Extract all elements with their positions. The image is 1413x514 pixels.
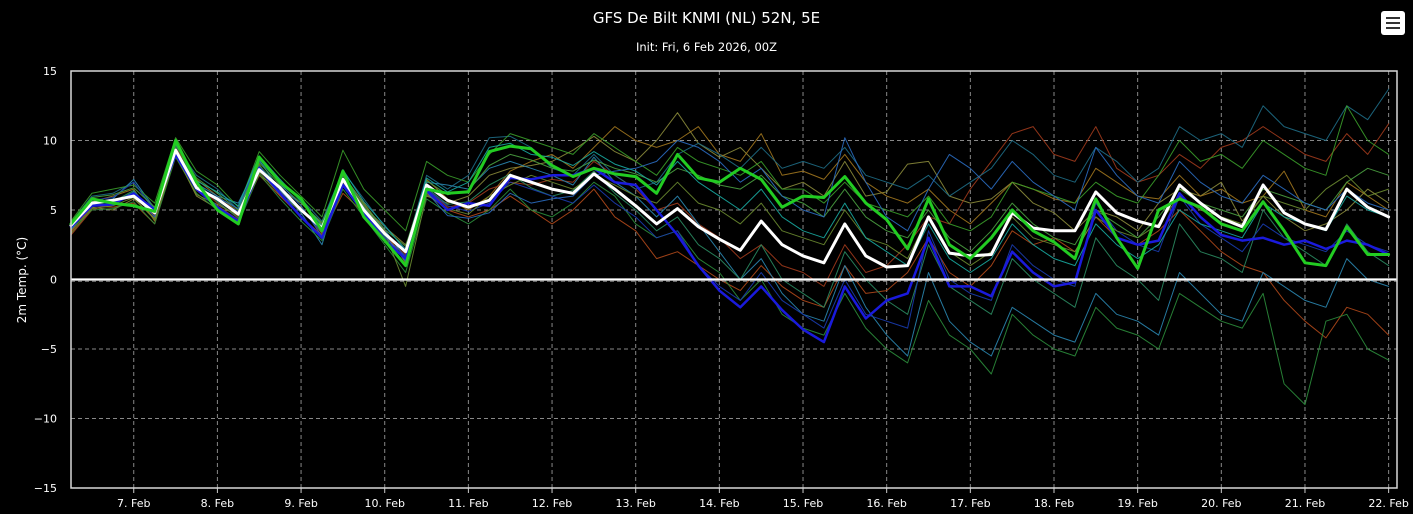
x-tick-label: 14. Feb [699, 497, 739, 510]
y-tick-label: −10 [34, 413, 57, 426]
x-tick-label: 21. Feb [1285, 497, 1325, 510]
chart-title: GFS De Bilt KNMI (NL) 52N, 5E [592, 9, 821, 27]
chart-subtitle: Init: Fri, 6 Feb 2026, 00Z [635, 40, 777, 54]
y-tick-labels: 15 10 5 0 −5 −10 −15 [34, 65, 57, 495]
x-tick-label: 17. Feb [950, 497, 990, 510]
series-layer [69, 88, 1391, 406]
x-tick-label: 8. Feb [201, 497, 234, 510]
x-tick-label: 11. Feb [448, 497, 488, 510]
plot-frame [70, 70, 1398, 489]
x-tick-label: 15. Feb [783, 497, 823, 510]
series-line-1 [69, 139, 1391, 270]
x-tick-labels: 7. Feb 8. Feb 9. Feb 10. Feb 11. Feb 12. Feb 1… [117, 497, 1409, 510]
x-tick-label: 13. Feb [615, 497, 655, 510]
zero-line-layer [71, 278, 1397, 282]
x-tick-label: 22. Feb [1368, 497, 1408, 510]
grid-layer [71, 70, 1397, 493]
y-tick-label: 0 [50, 274, 57, 287]
x-tick-label: 18. Feb [1034, 497, 1074, 510]
x-tick-label: 19. Feb [1117, 497, 1157, 510]
x-tick-label: 12. Feb [532, 497, 572, 510]
series-line-2 [69, 153, 1390, 344]
y-axis-label: 2m Temp. (°C) [15, 237, 29, 324]
series-line-8 [70, 151, 1390, 357]
y-tick-label: −15 [34, 482, 57, 495]
hamburger-menu-icon[interactable] [1381, 11, 1405, 35]
x-tick-label: 7. Feb [117, 497, 150, 510]
series-line-15 [70, 137, 1390, 262]
y-tick-label: 15 [43, 65, 57, 78]
x-tick-label: 10. Feb [364, 497, 404, 510]
series-line-13 [70, 155, 1390, 287]
y-tick-label: −5 [41, 343, 57, 356]
series-line-3 [70, 112, 1390, 246]
y-tick-label: 5 [50, 204, 57, 217]
y-tick-label: 10 [43, 135, 57, 148]
x-tick-label: 9. Feb [284, 497, 317, 510]
series-line-9 [70, 156, 1390, 406]
x-tick-label: 20. Feb [1201, 497, 1241, 510]
x-tick-label: 16. Feb [866, 497, 906, 510]
